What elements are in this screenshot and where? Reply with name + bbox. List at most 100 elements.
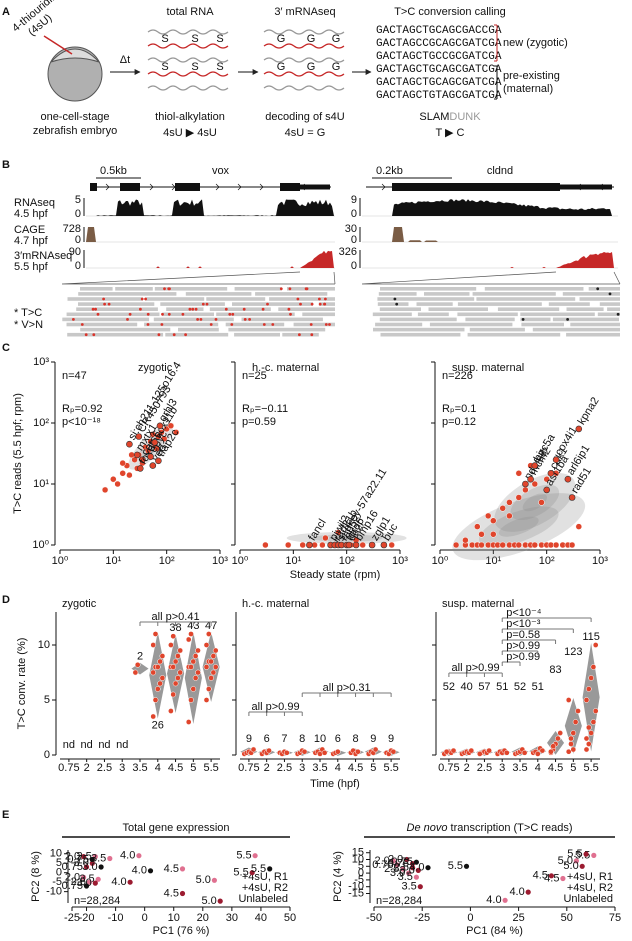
tool-part: SLAM (419, 111, 449, 123)
data-point (476, 751, 483, 757)
point-label: 5.0 (196, 874, 211, 886)
point-label: 5.5 (233, 867, 248, 879)
seq-read (607, 307, 620, 311)
x-tick-label: 2.5 (477, 762, 492, 774)
y-tick-label: -10 (46, 886, 62, 898)
sample-count: n=28,284 (74, 895, 120, 907)
data-point (175, 653, 181, 659)
strand-arrow (469, 183, 474, 191)
x-tick-label: 20 (197, 912, 209, 924)
conversion-dot (289, 312, 292, 316)
conversion-dot (91, 307, 95, 311)
conversion-dot (161, 312, 164, 316)
panel-label: E (2, 809, 9, 821)
data-point (203, 697, 210, 703)
data-point (417, 884, 423, 890)
y-tick-label: 10¹ (33, 478, 49, 490)
read-sequence: GACTAGCTGCAGCGATCGA (376, 64, 502, 76)
conversion-dot (92, 333, 96, 337)
point-label: 5.0 (563, 860, 578, 872)
seq-read (115, 287, 153, 291)
data-point (568, 541, 576, 549)
point-label: 0.75 (67, 853, 88, 865)
rna-strand (147, 85, 229, 91)
seq-read (597, 312, 620, 317)
data-point (211, 877, 217, 883)
seq-read (552, 317, 619, 322)
conversion-dot (266, 302, 269, 306)
x-tick-label: 50 (561, 912, 573, 924)
point-label: 4.0 (111, 876, 126, 888)
y-tick-label: -15 (348, 887, 364, 899)
data-point (144, 447, 152, 455)
thiol-mark: S (216, 33, 223, 45)
strand-arrow (237, 183, 242, 191)
y-tick-label: 0 (44, 749, 50, 761)
data-point (149, 431, 157, 438)
data-point (486, 747, 492, 754)
point-label: 5.0 (558, 855, 573, 867)
x-tick-label: 5.5 (383, 762, 398, 774)
decoded-mark: G (277, 33, 286, 45)
conversion-dot (288, 287, 292, 291)
count-label: nd (63, 739, 75, 751)
data-point (126, 471, 133, 479)
strand-arrow (193, 183, 198, 191)
track-max: 728 (63, 223, 81, 235)
gene-point (151, 439, 159, 446)
data-point (283, 749, 290, 756)
axis-label: PC1 (76 %) (153, 925, 210, 937)
coverage-track (362, 227, 618, 242)
data-point (205, 686, 212, 692)
data-point (152, 697, 159, 703)
seq-read (66, 322, 138, 327)
point-label: 5.5 (448, 860, 463, 872)
gene-label: kpna2 (576, 395, 602, 427)
data-point (205, 631, 212, 637)
conversion-dot (608, 292, 612, 296)
data-point (83, 864, 90, 870)
conversion-dot (160, 323, 164, 326)
data-point (490, 517, 497, 524)
data-point (119, 470, 126, 477)
seq-read (225, 322, 285, 327)
seq-read (429, 322, 513, 327)
panel-label: A (2, 6, 10, 18)
point-label: 5.5 (251, 863, 266, 875)
stat: Rₚ=0.1 (442, 403, 476, 415)
thiol-mark: S (191, 61, 198, 73)
seq-read (160, 302, 225, 306)
data-point (152, 631, 159, 637)
data-point (478, 541, 485, 549)
data-point (591, 852, 597, 859)
x-tick-label: 0.75 (58, 762, 79, 774)
data-point (478, 531, 485, 538)
data-point (319, 541, 326, 549)
data-point (266, 747, 272, 754)
data-point (462, 536, 469, 544)
count-label: 8 (352, 733, 358, 745)
seq-read (566, 332, 620, 337)
conversion-dot (262, 323, 266, 326)
x-tick-label: -10 (108, 912, 124, 924)
point-label: 4.5 (533, 870, 548, 882)
old-label: pre-existing (503, 70, 560, 82)
seq-read (532, 327, 620, 332)
data-point (210, 669, 217, 676)
count-label: 26 (152, 719, 164, 731)
x-tick-label: -50 (366, 912, 382, 924)
rna-strand (263, 29, 345, 35)
x-tick-label: 10¹ (485, 555, 501, 567)
seq-read (166, 307, 204, 311)
seq-read (241, 317, 323, 322)
x-tick-label: 5 (570, 762, 576, 774)
data-point (565, 697, 572, 703)
conversion-dot (181, 312, 185, 316)
point-label: 3.0 (82, 861, 97, 873)
point-label: 0.75 (62, 861, 83, 873)
strand-arrow (149, 183, 154, 191)
data-point (583, 851, 589, 857)
data-point (406, 870, 412, 876)
tool-part: DUNK (449, 111, 481, 123)
count-label: 57 (478, 681, 490, 693)
